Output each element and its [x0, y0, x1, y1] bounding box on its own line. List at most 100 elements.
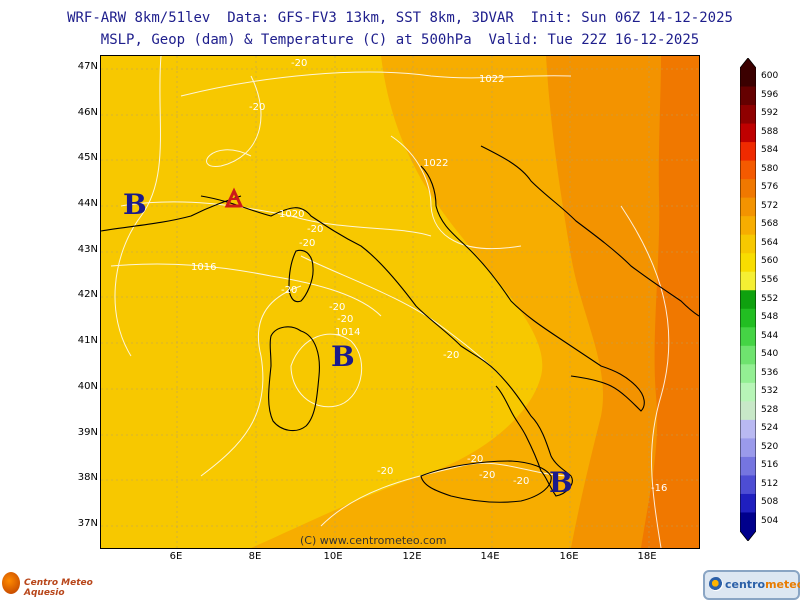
italy-mainland-coast	[200, 195, 573, 497]
colorbar-level-label: 580	[761, 163, 779, 174]
temperature-label: -20	[377, 466, 393, 477]
colorbar-swatch	[740, 271, 756, 291]
colorbar-level-label: 548	[761, 312, 779, 323]
temperature-label: -20	[281, 285, 297, 296]
coastlines	[101, 145, 699, 503]
colorbar-swatch	[740, 327, 756, 347]
colorbar-swatch	[740, 308, 756, 328]
isobar-1016	[110, 263, 382, 317]
colorbar-swatch	[740, 290, 756, 310]
temperature-label: -20	[513, 476, 529, 487]
temperature-label: -20	[479, 470, 495, 481]
colorbar-swatch	[740, 364, 756, 384]
copyright-notice: (C) www.centrometeo.com	[300, 534, 447, 547]
isobar-label: 1022	[423, 158, 448, 169]
lon-label-16e: 16E	[559, 551, 579, 562]
isotherm-alps	[206, 75, 262, 167]
colorbar-level-label: 528	[761, 404, 779, 415]
colorbar-level-label: 504	[761, 515, 779, 526]
colorbar-swatch	[740, 419, 756, 439]
lon-label-12e: 12E	[402, 551, 422, 562]
isobar-1020	[120, 201, 432, 237]
colorbar-swatch	[740, 512, 756, 532]
logo-right-label-part1: centro	[725, 578, 766, 591]
colorbar-level-label: 600	[761, 71, 779, 82]
lat-label-43n: 43N	[77, 244, 98, 255]
centrometeo-logo[interactable]: centrometeo	[703, 570, 800, 600]
colorbar-swatch	[740, 401, 756, 421]
isobar-label: 1016	[191, 262, 216, 273]
colorbar-top-arrow	[740, 58, 756, 68]
header-field-description: MSLP, Geop (dam) & Temperature (C) at 50…	[100, 32, 700, 48]
lat-label-47n: 47N	[77, 61, 98, 72]
temperature-label: -16	[651, 483, 667, 494]
colorbar-level-label: 576	[761, 182, 779, 193]
colorbar-level-label: 516	[761, 460, 779, 471]
isotherm-sw	[200, 285, 302, 477]
low-pressure-center-gulf-of-lion: B	[123, 188, 147, 221]
lat-label-41n: 41N	[77, 335, 98, 346]
colorbar-level-label: 524	[761, 423, 779, 434]
colorbar-level-label: 592	[761, 108, 779, 119]
colorbar-level-label: 568	[761, 219, 779, 230]
colorbar-level-label: 520	[761, 441, 779, 452]
isotherm-east	[620, 205, 670, 548]
lat-label-46n: 46N	[77, 107, 98, 118]
colorbar-level-label: 544	[761, 330, 779, 341]
colorbar-swatch	[740, 234, 756, 254]
centro-meteo-aquesio-logo: Centro Meteo Aquesio	[2, 570, 122, 598]
temperature-label: -20	[467, 454, 483, 465]
colorbar-level-label: 564	[761, 237, 779, 248]
colorbar-level-label: 512	[761, 478, 779, 489]
isotherm-west	[114, 56, 162, 357]
colorbar-level-label: 536	[761, 367, 779, 378]
colorbar-level-label: 560	[761, 256, 779, 267]
isotherm-central	[300, 255, 502, 377]
logo-right-label-part2: meteo	[765, 578, 800, 591]
france-coast	[101, 195, 242, 232]
lon-label-6e: 6E	[169, 551, 183, 562]
colorbar-level-label: 508	[761, 497, 779, 508]
logo-left-label: Centro Meteo Aquesio	[24, 578, 93, 598]
isobar-1022-north	[180, 71, 572, 97]
colorbar-bottom-arrow	[740, 531, 756, 541]
isobar-label: 1014	[335, 327, 360, 338]
temperature-label: -20	[249, 102, 265, 113]
colorbar-swatch	[740, 86, 756, 106]
colorbar-swatch	[740, 493, 756, 513]
colorbar-level-label: 584	[761, 145, 779, 156]
lon-label-18e: 18E	[637, 551, 657, 562]
colorbar-swatch	[740, 123, 756, 143]
colorbar-level-label: 596	[761, 89, 779, 100]
lat-label-40n: 40N	[77, 381, 98, 392]
colorbar-swatch	[740, 382, 756, 402]
geopotential-576-area	[641, 56, 699, 548]
colorbar-swatch	[740, 438, 756, 458]
isobar-label: 1022	[479, 74, 504, 85]
lon-label-14e: 14E	[480, 551, 500, 562]
globe-icon	[2, 572, 20, 594]
corsica-coast	[288, 249, 314, 303]
colorbar-swatch	[740, 197, 756, 217]
lat-label-44n: 44N	[77, 198, 98, 209]
colorbar-level-label: 588	[761, 126, 779, 137]
high-pressure-center-liguria	[224, 187, 244, 208]
colorbar-swatch	[740, 456, 756, 476]
temperature-label: -20	[443, 350, 459, 361]
lat-label-42n: 42N	[77, 289, 98, 300]
sicily-coast	[420, 460, 552, 503]
isobar-1022-adriatic	[390, 135, 522, 250]
low-pressure-center-sardinia: B	[331, 340, 355, 373]
balkan-coast	[480, 145, 699, 317]
temperature-label: -20	[291, 58, 307, 69]
sardinia-coast	[268, 326, 320, 432]
colorbar-swatch	[740, 179, 756, 199]
weather-map: B B B 1022 1022 1020 1016 1014 -20 -20 -…	[100, 55, 700, 549]
colorbar-level-label: 552	[761, 293, 779, 304]
lat-label-38n: 38N	[77, 472, 98, 483]
colorbar-swatch	[740, 160, 756, 180]
lat-label-39n: 39N	[77, 427, 98, 438]
temperature-label: -20	[329, 302, 345, 313]
lat-label-37n: 37N	[77, 518, 98, 529]
colorbar-level-label: 556	[761, 274, 779, 285]
